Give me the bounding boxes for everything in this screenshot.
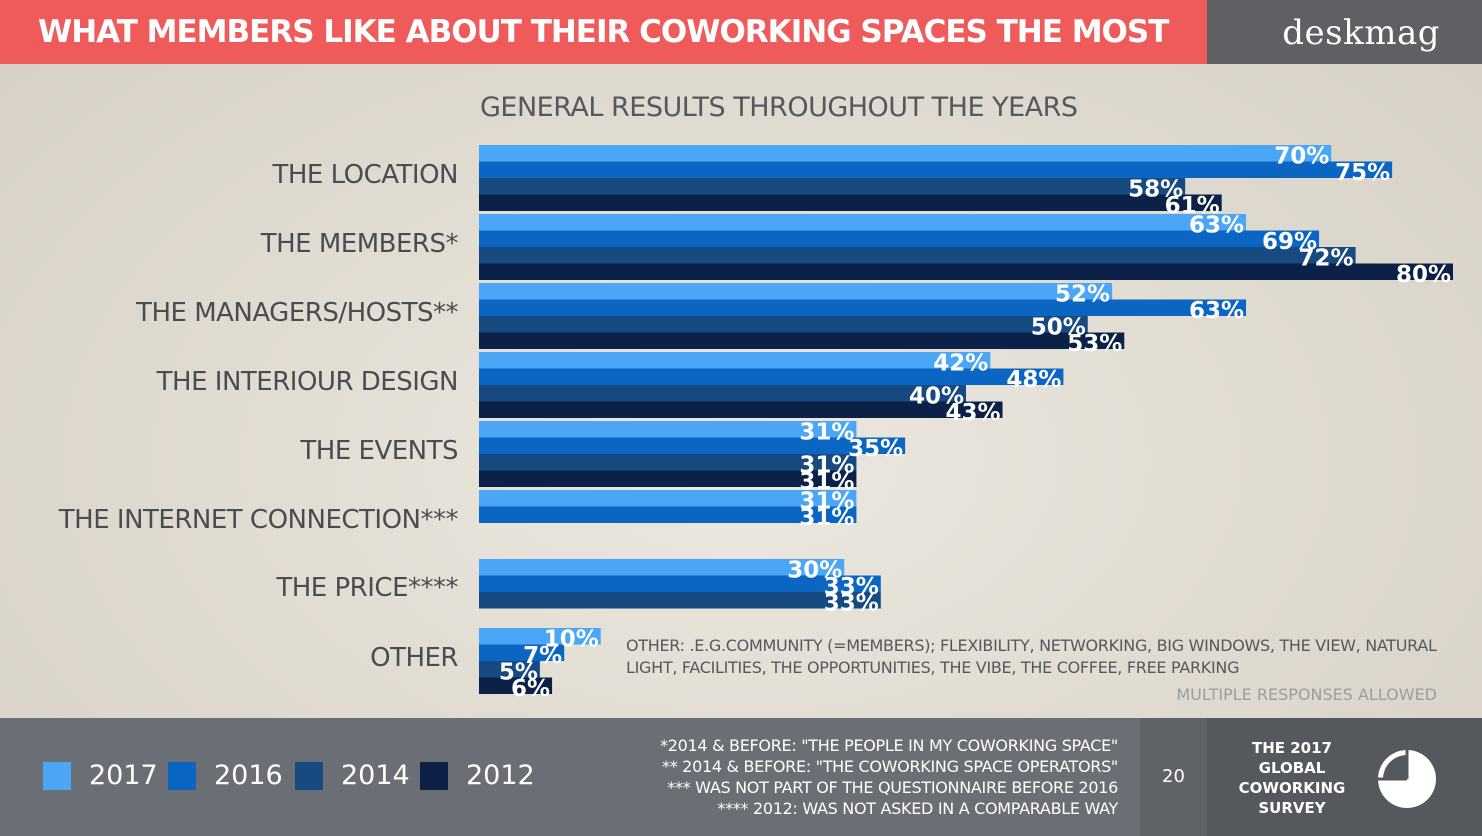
bar-2016: [479, 437, 906, 454]
bar-2016: [479, 506, 857, 523]
bar-2014: [479, 661, 540, 678]
footnotes: *2014 & BEFORE: "THE PEOPLE IN MY COWORK…: [560, 735, 1118, 819]
category-label: THE LOCATION: [272, 160, 458, 190]
category-label: THE INTERNET CONNECTION***: [58, 505, 459, 535]
data-label: 5%: [499, 660, 538, 686]
bar-2012: [479, 470, 857, 487]
bar-2016: [479, 161, 1393, 178]
legend-label: 2016: [214, 760, 283, 791]
brand-box: deskmag: [1207, 0, 1482, 64]
data-label: 58%: [1128, 177, 1183, 203]
data-label: 31%: [799, 420, 854, 446]
data-label: 48%: [1006, 367, 1061, 393]
category-label: THE MEMBERS*: [260, 229, 459, 259]
bar-2016: [479, 299, 1247, 316]
data-label: 75%: [1335, 160, 1390, 186]
data-label: 33%: [824, 591, 879, 617]
pie-chart-icon: [1378, 750, 1436, 808]
legend-swatch: [43, 762, 71, 790]
legend-label: 2014: [341, 760, 410, 791]
category-label: THE PRICE****: [276, 573, 458, 603]
footnote-2: ** 2014 & BEFORE: "THE COWORKING SPACE O…: [662, 757, 1118, 776]
data-label: 70%: [1274, 144, 1329, 170]
bar-2017: [479, 628, 601, 645]
data-label: 43%: [945, 400, 1000, 426]
bar-2017: [479, 352, 991, 369]
data-label: 31%: [799, 489, 854, 515]
bar-2016: [479, 644, 565, 661]
legend-swatch: [295, 762, 323, 790]
bar-2017: [479, 283, 1113, 300]
bar-2014: [479, 592, 881, 609]
bar-2016: [479, 575, 881, 592]
data-label: 72%: [1299, 246, 1354, 272]
bar-2017: [479, 421, 857, 438]
data-label: 30%: [787, 558, 842, 584]
bar-2014: [479, 385, 966, 402]
data-label: 52%: [1055, 282, 1110, 308]
data-label: 80%: [1396, 262, 1451, 288]
legend-swatch: [420, 762, 448, 790]
bar-2012: [479, 677, 553, 694]
bar-2012: [479, 332, 1125, 349]
bar-2017: [479, 490, 857, 507]
data-label: 40%: [909, 384, 964, 410]
header-band: [0, 0, 1207, 64]
bar-2016: [479, 368, 1064, 385]
multiple-responses-note: MULTIPLE RESPONSES ALLOWED: [1176, 685, 1437, 704]
data-label: 10%: [544, 627, 599, 653]
other-note: OTHER: .E.G.COMMUNITY (=MEMBERS); FLEXIB…: [626, 636, 1437, 677]
bar-chart: 70%75%58%61%63%69%72%80%52%63%50%53%42%4…: [479, 144, 1453, 702]
data-label: 42%: [933, 351, 988, 377]
data-label: 33%: [824, 574, 879, 600]
data-label: 31%: [799, 505, 854, 531]
page-number: 20: [1162, 766, 1185, 787]
survey-title: THE 2017 GLOBAL COWORKING SURVEY: [1222, 738, 1362, 818]
survey-title-line-3: COWORKING: [1238, 779, 1346, 797]
data-label: 50%: [1031, 315, 1086, 341]
survey-title-line-4: SURVEY: [1258, 799, 1326, 817]
category-label: THE MANAGERS/HOSTS**: [136, 298, 458, 328]
data-label: 35%: [848, 436, 903, 462]
bar-2014: [479, 247, 1356, 264]
data-label: 53%: [1067, 331, 1122, 357]
survey-box: [1207, 718, 1482, 836]
category-label: OTHER: [370, 643, 458, 673]
survey-title-line-2: GLOBAL: [1258, 759, 1326, 777]
data-label: 7%: [523, 643, 562, 669]
footnote-3: *** WAS NOT PART OF THE QUESTIONNAIRE BE…: [667, 778, 1118, 797]
category-label: THE EVENTS: [300, 436, 458, 466]
data-label: 6%: [511, 676, 550, 702]
legend-label: 2017: [89, 760, 158, 791]
legend-label: 2012: [466, 760, 535, 791]
bar-2017: [479, 214, 1247, 231]
page-number-box: [1140, 718, 1207, 836]
data-label: 63%: [1189, 213, 1244, 239]
bar-2012: [479, 263, 1453, 280]
bar-2012: [479, 401, 1003, 418]
footnote-4: **** 2012: WAS NOT ASKED IN A COMPARABLE…: [717, 799, 1118, 818]
bar-2017: [479, 145, 1332, 162]
legend-swatch: [168, 762, 196, 790]
data-label: 31%: [799, 453, 854, 479]
page-title: WHAT MEMBERS LIKE ABOUT THEIR COWORKING …: [38, 14, 1169, 50]
bar-2014: [479, 178, 1186, 195]
brand-logo: deskmag: [1282, 13, 1440, 53]
bar-2014: [479, 454, 857, 471]
data-label: 63%: [1189, 298, 1244, 324]
survey-title-line-1: THE 2017: [1251, 739, 1332, 757]
bar-2014: [479, 316, 1088, 333]
bar-2017: [479, 559, 845, 576]
data-label: 69%: [1262, 229, 1317, 255]
bar-2012: [479, 194, 1222, 211]
chart-title: GENERAL RESULTS THROUGHOUT THE YEARS: [480, 92, 1078, 123]
footnote-1: *2014 & BEFORE: "THE PEOPLE IN MY COWORK…: [660, 736, 1118, 755]
category-label: THE INTERIOUR DESIGN: [156, 367, 459, 397]
bar-2016: [479, 230, 1320, 247]
